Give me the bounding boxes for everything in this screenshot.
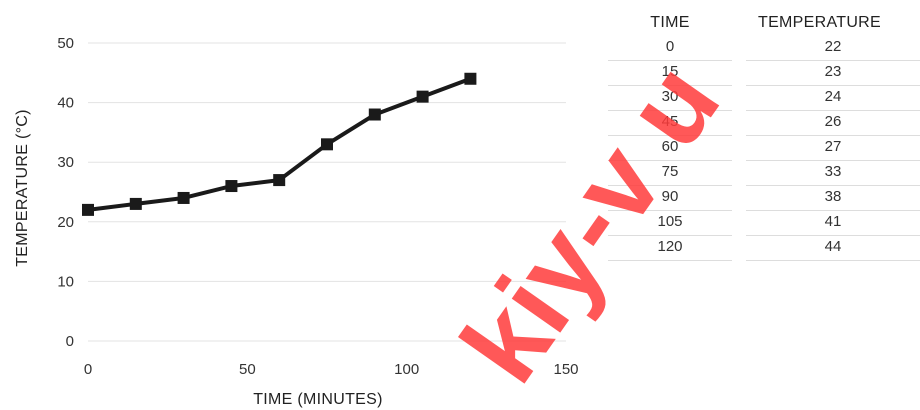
x-tick-label: 100 xyxy=(394,361,419,378)
y-tick-label: 20 xyxy=(57,214,74,231)
x-axis-ticks: 0 50 100 150 xyxy=(84,361,579,378)
table-cell-time: 105 xyxy=(608,211,732,236)
x-tick-label: 50 xyxy=(239,361,256,378)
table-header-time: TIME xyxy=(650,14,690,31)
y-tick-label: 30 xyxy=(57,154,74,171)
data-point-marker xyxy=(416,90,429,103)
table-cell-temperature: 38 xyxy=(746,186,920,211)
y-axis-title: TEMPERATURE (°C) xyxy=(14,109,31,267)
table-cell-time: 15 xyxy=(608,61,732,86)
data-point-marker xyxy=(273,174,286,187)
x-axis-title: TIME (MINUTES) xyxy=(253,391,383,408)
data-point-marker xyxy=(129,197,142,210)
table-cell-time: 75 xyxy=(608,161,732,186)
data-point-marker xyxy=(464,72,477,85)
y-tick-label: 0 xyxy=(66,333,74,350)
table-cell-temperature: 22 xyxy=(746,36,920,61)
table-cell-temperature: 44 xyxy=(746,236,920,261)
data-point-marker xyxy=(321,138,333,151)
y-tick-label: 10 xyxy=(57,273,74,290)
y-tick-label: 40 xyxy=(57,95,74,112)
table-cell-temperature: 27 xyxy=(746,136,920,161)
x-tick-label: 150 xyxy=(553,361,578,378)
series-temperature xyxy=(82,72,477,216)
table-cell-temperature: 41 xyxy=(746,211,920,236)
table-cell-time: 0 xyxy=(608,36,732,61)
table-cell-time: 120 xyxy=(608,236,732,261)
data-point-marker xyxy=(177,191,190,204)
table-cell-temperature: 26 xyxy=(746,111,920,136)
data-point-marker xyxy=(368,108,381,121)
line-chart: 0 10 20 30 40 50 0 50 100 150 TIME (MINUTES) TEM… xyxy=(14,35,579,408)
grid-lines xyxy=(88,42,566,342)
x-tick-label: 0 xyxy=(84,361,92,378)
data-point-marker xyxy=(225,180,238,193)
table-cell-time: 30 xyxy=(608,86,732,111)
table-column-temperature: TEMPERATURE 22 23 24 26 27 33 38 41 44 xyxy=(746,10,920,261)
data-point-marker xyxy=(82,203,94,216)
table-cell-temperature: 24 xyxy=(746,86,920,111)
table-cell-temperature: 33 xyxy=(746,161,920,186)
table-cell-temperature: 23 xyxy=(746,61,920,86)
series-line xyxy=(87,76,472,212)
table-cell-time: 90 xyxy=(608,186,732,211)
y-axis-ticks: 0 10 20 30 40 50 xyxy=(57,35,74,350)
table-cell-time: 45 xyxy=(608,111,732,136)
y-tick-label: 50 xyxy=(57,35,74,52)
table-cell-time: 60 xyxy=(608,136,732,161)
table-header-temperature: TEMPERATURE xyxy=(758,14,882,31)
table-column-time: TIME 0 15 30 45 60 75 90 105 120 xyxy=(608,10,732,261)
